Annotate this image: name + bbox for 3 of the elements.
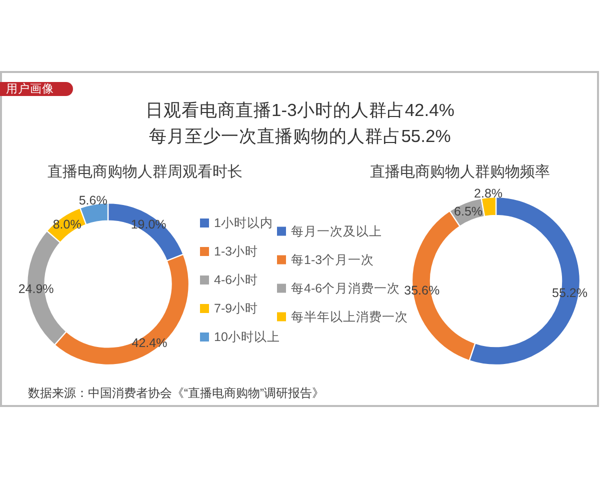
headline: 每月至少一次直播购物的人群占55.2% <box>149 126 451 146</box>
source: 数据来源：中国消费者协会《“直播电商购物”调研报告》 <box>28 386 324 400</box>
headline: 日观看电商直播1-3小时的人群占42.4% <box>146 100 454 120</box>
